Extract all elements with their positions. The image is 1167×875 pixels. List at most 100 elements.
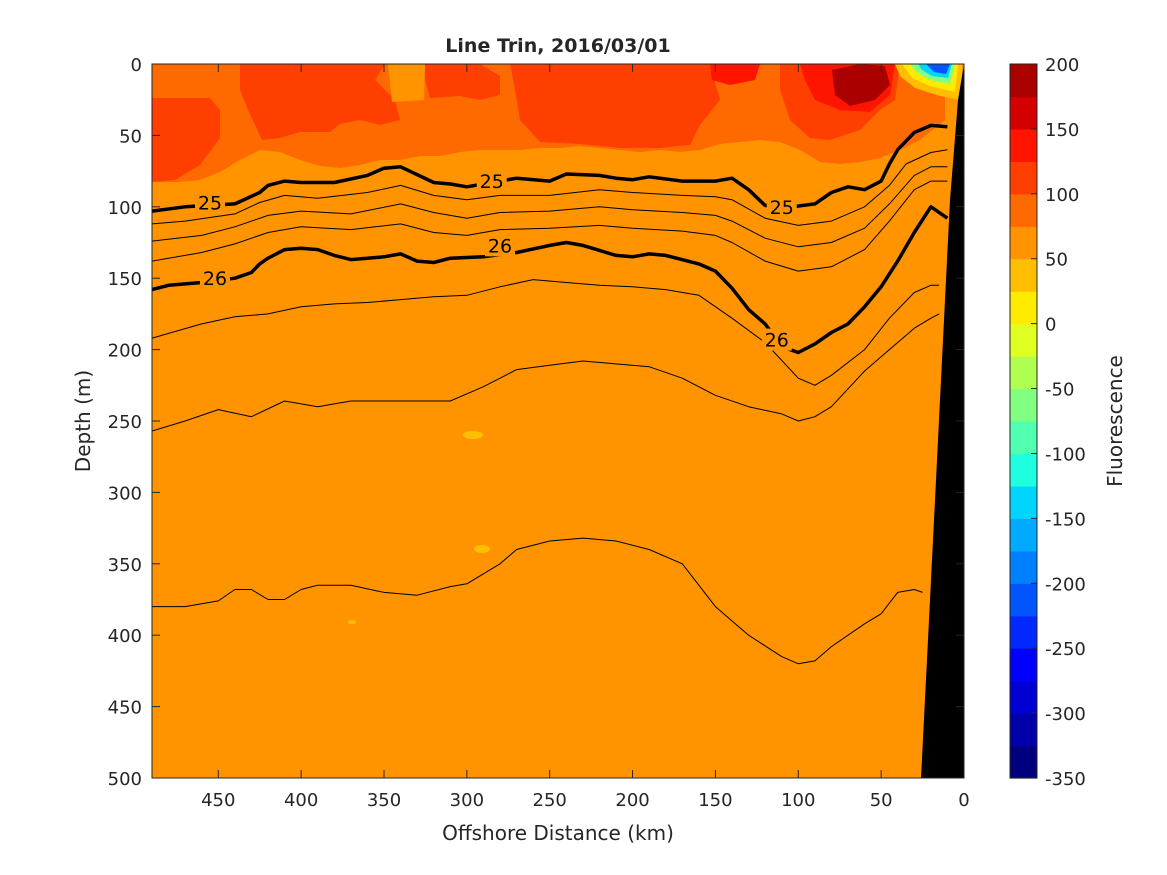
contour-label-bg [485,234,515,257]
colorbar-tick-label: -300 [1045,704,1086,725]
isopycnal-line-7 [152,537,923,665]
y-tick-label: 250 [108,412,142,433]
x-tick-label: 450 [201,790,235,811]
colorbar-tick-label: -100 [1045,444,1086,465]
filled-contours [152,64,962,624]
colorbar-tick-label: -150 [1045,509,1086,530]
colorbar-segment [1010,453,1037,487]
x-tick-label: 150 [698,790,732,811]
colorbar-tick-label: 100 [1045,185,1079,206]
contour-fill-level-100-d [510,64,720,148]
bathymetry [921,64,964,778]
contour-label: 25 [770,197,794,219]
colorbar-tick-label: -50 [1045,380,1074,401]
isopycnal-line-3 [152,180,948,272]
contour-fill-level-low-blue [926,64,950,74]
y-tick-label: 500 [108,769,142,790]
contour-label: 26 [203,268,227,290]
colorbar-segment [1010,96,1037,130]
x-axis: 450 400 350 300 250 200 150 100 50 0 [201,64,970,811]
y-tick-label: 50 [119,126,142,147]
colorbar-segment [1010,615,1037,649]
colorbar-segment [1010,550,1037,584]
contour-label-bg [199,267,230,290]
colorbar-segment [1010,648,1037,682]
colorbar-segment [1010,713,1037,747]
colorbar-label: Fluorescence [1103,355,1127,487]
contour-label-bg [761,328,792,351]
y-tick-label: 450 [108,698,142,719]
isopycnal-line-4 [152,205,949,355]
chart-title: Line Trin, 2016/03/01 [445,35,670,57]
colorbar-segment [1010,291,1037,325]
colorbar-segment [1010,258,1037,292]
colorbar-tick-label: 0 [1045,315,1056,336]
contour-fill-level-100-c [425,64,500,100]
colorbar-tick-label: -350 [1045,769,1086,790]
isopycnal-line-6 [152,313,940,432]
contour-label: 26 [488,235,512,257]
colorbar-segment [1010,161,1037,195]
isopycnal-line-2 [152,166,948,248]
y-axis: 0 50 100 150 200 250 300 350 400 450 500 [108,55,964,790]
x-tick-label: 100 [781,790,815,811]
colorbar: 200 150 100 50 0 -50 -100 -150 -200 -250 -300 -350 [1009,55,1086,790]
y-tick-label: 400 [108,626,142,647]
y-tick-label: 150 [108,269,142,290]
colorbar-tick-label: 150 [1045,120,1079,141]
contour-fill-level-100-a [152,98,220,182]
contour-label-bg [766,195,797,218]
colorbar-segment [1010,226,1037,260]
colorbar-segment [1010,128,1037,162]
colorbar-segment [1010,680,1037,714]
colorbar-tick-label: 200 [1045,55,1079,76]
isopycnal-line-5 [152,279,940,386]
x-tick-label: 0 [958,790,969,811]
y-tick-label: 0 [131,55,142,76]
contour-label: 25 [198,193,222,215]
plot-background [152,64,964,778]
colorbar-tick-label: -200 [1045,574,1086,595]
colorbar-segment [1010,485,1037,519]
isopycnal-lines [152,123,949,665]
y-tick-label: 300 [108,483,142,504]
isopycnal-line-0 [152,123,948,213]
contour-label: 26 [765,330,789,352]
colorbar-segment [1010,518,1037,552]
colorbar-segment [1010,583,1037,617]
colorbar-segment [1010,323,1037,357]
contour-fill-level-100-b [240,64,400,140]
plot-area: 25 25 25 26 26 26 [151,63,965,779]
y-tick-label: 100 [108,198,142,219]
x-tick-label: 400 [284,790,318,811]
colorbar-segment [1010,356,1037,390]
contour-fill-patch-b [474,545,490,553]
colorbar-segment [1010,64,1037,98]
contour-label: 25 [480,171,504,193]
contour-label-bg [476,170,507,193]
contour-fill-patch-c [348,620,356,624]
contour-label-bg [195,191,225,214]
y-tick-label: 350 [108,555,142,576]
contour-fill-level-125-a [710,64,760,85]
x-axis-label: Offshore Distance (km) [442,821,674,845]
x-tick-label: 350 [367,790,401,811]
contour-fill-patch-a [463,431,483,439]
x-tick-label: 200 [615,790,649,811]
contour-labels: 25 25 25 26 26 26 [195,170,797,352]
y-tick-label: 200 [108,341,142,362]
x-tick-label: 300 [450,790,484,811]
y-axis-label: Depth (m) [71,370,95,472]
colorbar-segment [1010,388,1037,422]
isopycnal-line-1 [152,149,948,226]
colorbar-frame [1009,63,1038,779]
colorbar-segment [1010,745,1037,779]
colorbar-segment [1010,193,1037,227]
x-tick-label: 50 [870,790,893,811]
colorbar-segment [1010,421,1037,455]
contour-fill-level-150 [832,64,890,106]
colorbar-tick-label: 50 [1045,250,1068,271]
contour-fill-level-50-patch [388,64,425,102]
x-tick-label: 250 [533,790,567,811]
